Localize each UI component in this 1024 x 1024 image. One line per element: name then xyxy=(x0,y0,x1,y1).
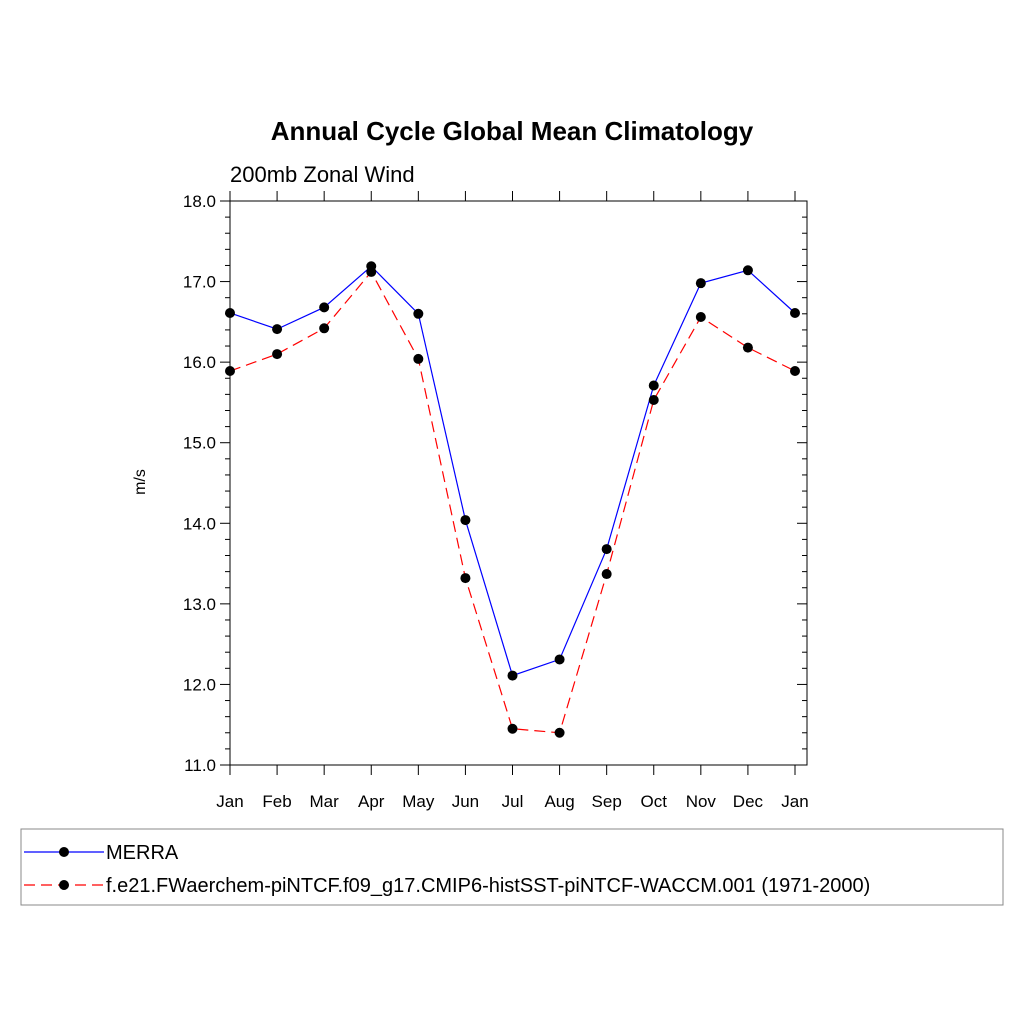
y-tick-label: 16.0 xyxy=(183,353,216,372)
x-tick-label: Aug xyxy=(544,792,574,811)
y-tick-label: 11.0 xyxy=(184,756,216,775)
series-point xyxy=(319,323,330,334)
y-tick-label: 18.0 xyxy=(183,192,216,211)
series-point xyxy=(790,366,800,377)
legend-swatch-marker xyxy=(59,847,69,857)
series-point xyxy=(695,278,706,289)
x-tick-label: Mar xyxy=(310,792,340,811)
x-tick-label: Jan xyxy=(216,792,243,811)
legend-swatch-marker xyxy=(59,880,69,890)
x-tick-label: Oct xyxy=(641,792,668,811)
series-point xyxy=(272,349,283,360)
series-line xyxy=(229,265,796,677)
series-point xyxy=(366,266,377,277)
legend-box xyxy=(20,828,1004,906)
x-tick-label: Apr xyxy=(358,792,385,811)
x-tick-label: Feb xyxy=(262,792,291,811)
series-point xyxy=(648,380,659,391)
series-point xyxy=(554,727,565,738)
series-point xyxy=(272,324,283,335)
series-point xyxy=(460,515,471,526)
chart-title: Annual Cycle Global Mean Climatology xyxy=(271,116,754,146)
series-point xyxy=(742,342,753,353)
legend: MERRA f.e21.FWaerchem-piNTCF.f09_g17.CMIP… xyxy=(20,828,1004,906)
x-tick-label: May xyxy=(402,792,435,811)
legend-entry-label: f.e21.FWaerchem-piNTCF.f09_g17.CMIP6-his… xyxy=(106,875,870,897)
series-point xyxy=(601,569,612,580)
legend-entry-label: MERRA xyxy=(106,842,179,864)
series-point xyxy=(319,302,330,313)
x-tick-label: Nov xyxy=(686,792,717,811)
y-tick-label: 13.0 xyxy=(183,595,216,614)
x-tick-label: Dec xyxy=(733,792,764,811)
y-axis-label: m/s xyxy=(132,469,149,495)
series-point xyxy=(695,312,706,323)
chart-subtitle: 200mb Zonal Wind xyxy=(230,162,415,187)
plot-frame xyxy=(229,200,808,766)
y-tick-label: 12.0 xyxy=(183,675,216,694)
y-tick-label: 17.0 xyxy=(183,273,216,292)
x-tick-label: Jun xyxy=(452,792,479,811)
series-point xyxy=(507,670,518,681)
series-point xyxy=(601,544,612,555)
series-point xyxy=(554,654,565,665)
x-tick-label: Sep xyxy=(592,792,622,811)
y-tick-label: 14.0 xyxy=(183,514,216,533)
series-point xyxy=(460,573,471,584)
series-point xyxy=(225,307,235,318)
plot-area: 11.0 12.0 13.0 14.0 15.0 16.0 17.0 18.0 Jan Feb Ma… xyxy=(183,191,809,811)
series-point xyxy=(790,307,800,318)
x-tick-label: Jan xyxy=(781,792,808,811)
y-tick-label: 15.0 xyxy=(183,434,216,453)
series-line xyxy=(229,270,796,734)
series-point xyxy=(648,395,659,406)
x-tick-label: Jul xyxy=(502,792,524,811)
series-point xyxy=(742,265,753,276)
series-point xyxy=(413,353,424,364)
series-point xyxy=(225,366,235,377)
series-point xyxy=(413,308,424,319)
series-point xyxy=(507,723,518,734)
